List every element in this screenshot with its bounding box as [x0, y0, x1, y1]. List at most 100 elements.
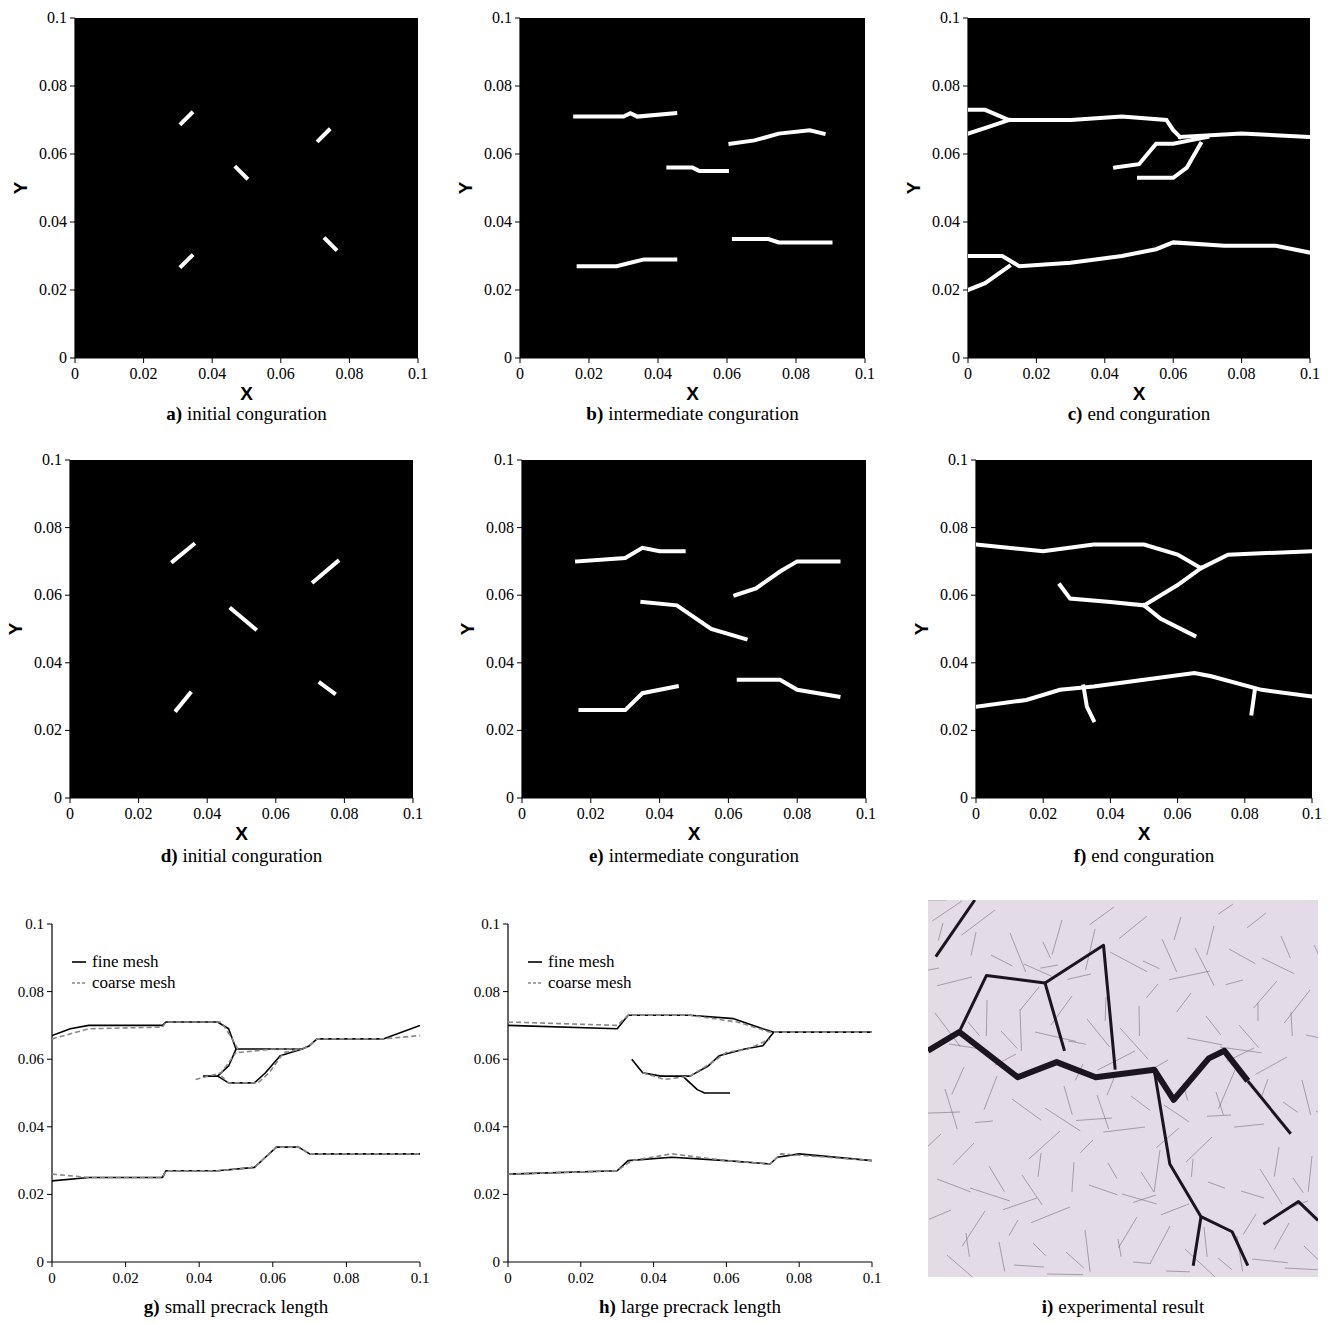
texture	[1191, 1159, 1193, 1177]
plot-area	[520, 18, 865, 358]
x-tick	[508, 1262, 509, 1267]
x-tick	[520, 358, 521, 363]
x-axis	[968, 357, 1310, 358]
y-tick	[503, 1262, 508, 1263]
x-tick-label: 0.02	[575, 365, 603, 382]
y-tick-label: 0.04	[18, 1119, 45, 1135]
texture	[1118, 1217, 1137, 1248]
photo-crack	[959, 975, 1064, 1050]
panel: a)initial conguration00.020.040.060.080.…	[10, 9, 428, 425]
x-tick-label: 0.04	[646, 805, 674, 822]
texture	[1090, 907, 1114, 925]
texture	[1068, 1041, 1086, 1044]
x-tick-label: 0.04	[1091, 365, 1119, 382]
panel: h)large precrack length00.020.040.060.08…	[474, 916, 882, 1318]
y-tick	[70, 86, 75, 87]
data-group	[976, 545, 1312, 721]
y-tick-label: 0	[59, 349, 67, 366]
texture	[1187, 1038, 1222, 1045]
caption: c)end conguration	[1068, 403, 1211, 425]
x-tick-label: 0.06	[260, 1270, 287, 1286]
x-tick-label: 0.04	[193, 805, 221, 822]
x-tick-label: 0.02	[112, 1270, 138, 1286]
y-tick	[515, 18, 520, 19]
y-tick-label: 0.08	[34, 519, 62, 536]
texture	[1066, 1252, 1084, 1268]
x-tick-label: 0.1	[855, 365, 875, 382]
texture	[1076, 1118, 1112, 1121]
y-tick	[47, 1126, 52, 1127]
x-tick-label: 0	[48, 1270, 56, 1286]
texture	[1133, 1262, 1151, 1264]
x-tick-label: 0	[66, 805, 74, 822]
caption: a)initial conguration	[166, 403, 327, 425]
y-tick-label: 0.1	[948, 451, 968, 468]
texture	[1253, 981, 1277, 1008]
x-tick	[138, 798, 139, 803]
x-tick-label: 0.08	[1228, 365, 1256, 382]
texture	[1064, 1086, 1072, 1115]
y-tick-label: 0.1	[47, 9, 67, 26]
panel-label: g)	[144, 1296, 160, 1318]
panel-title: intermediate conguration	[609, 845, 800, 866]
crack	[236, 168, 246, 178]
y-tick	[65, 798, 70, 799]
y-tick-label: 0.06	[39, 145, 67, 162]
x-tick	[70, 798, 71, 803]
panel-title: end conguration	[1091, 845, 1214, 866]
y-tick	[65, 662, 70, 663]
texture	[1258, 1003, 1259, 1021]
panel: c)end conguration00.020.040.060.080.100.…	[903, 9, 1320, 425]
y-tick	[517, 662, 522, 663]
x-tick	[522, 798, 523, 803]
plot-area	[968, 18, 1310, 358]
x-tick-label: 0.06	[1159, 365, 1187, 382]
panel: i)experimental result	[910, 900, 1330, 1318]
y-tick	[47, 924, 52, 925]
texture	[1119, 916, 1147, 939]
crack	[580, 686, 676, 710]
texture	[1047, 1274, 1083, 1276]
x-tick-label: 0.1	[411, 1270, 430, 1286]
x-tick	[653, 1262, 654, 1267]
y-tick-label: 0.02	[18, 1186, 44, 1202]
x-tick-label: 0.04	[198, 365, 226, 382]
crack-path	[508, 1154, 872, 1174]
y-tick-label: 0.02	[486, 721, 514, 738]
crack-path	[508, 1015, 872, 1032]
texture	[1097, 1095, 1109, 1129]
y-tick-label: 0.1	[940, 9, 960, 26]
x-axis-title: X	[240, 383, 253, 404]
crack	[668, 168, 727, 171]
crack	[319, 130, 329, 140]
y-tick-label: 0.08	[474, 984, 500, 1000]
y-tick	[971, 730, 976, 731]
crack-path	[221, 1049, 302, 1083]
crack	[968, 242, 1310, 266]
plot-area	[75, 18, 418, 358]
y-tick	[971, 798, 976, 799]
texture	[1218, 904, 1233, 914]
x-tick-label: 0	[964, 365, 972, 382]
x-tick-label: 0.1	[863, 1270, 882, 1286]
y-axis	[519, 18, 520, 358]
x-tick-label: 0.08	[333, 1270, 359, 1286]
texture	[1293, 1178, 1303, 1193]
crack	[325, 239, 335, 249]
panel-label: c)	[1068, 403, 1083, 425]
y-tick-label: 0.02	[474, 1186, 500, 1202]
y-tick	[963, 290, 968, 291]
x-tick	[590, 798, 591, 803]
panel-title: initial conguration	[187, 403, 327, 424]
panel-title: intermediate conguration	[608, 403, 799, 424]
crack	[1084, 686, 1094, 720]
x-tick	[75, 358, 76, 363]
y-tick	[47, 1059, 52, 1060]
photo-crack	[928, 1032, 1248, 1100]
legend-label: fine mesh	[92, 952, 159, 971]
texture	[986, 1000, 988, 1036]
texture	[928, 900, 946, 901]
y-tick	[515, 358, 520, 359]
texture	[953, 1143, 974, 1165]
crack	[642, 602, 745, 639]
